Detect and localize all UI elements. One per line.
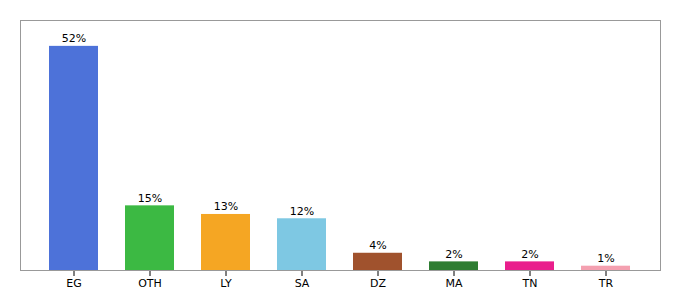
svg-text:12%: 12% (290, 205, 314, 218)
svg-text:1%: 1% (597, 252, 614, 265)
svg-text:13%: 13% (214, 200, 238, 213)
svg-text:TR: TR (598, 277, 614, 290)
svg-text:15%: 15% (138, 192, 162, 205)
svg-text:2%: 2% (521, 248, 538, 261)
svg-text:SA: SA (295, 277, 310, 290)
svg-text:52%: 52% (62, 32, 86, 45)
svg-text:EG: EG (66, 277, 81, 290)
svg-text:DZ: DZ (370, 277, 386, 290)
svg-text:4%: 4% (369, 239, 386, 252)
svg-text:LY: LY (220, 277, 232, 290)
svg-text:TN: TN (522, 277, 538, 290)
svg-text:2%: 2% (445, 248, 462, 261)
svg-text:OTH: OTH (138, 277, 162, 290)
svg-text:MA: MA (445, 277, 462, 290)
